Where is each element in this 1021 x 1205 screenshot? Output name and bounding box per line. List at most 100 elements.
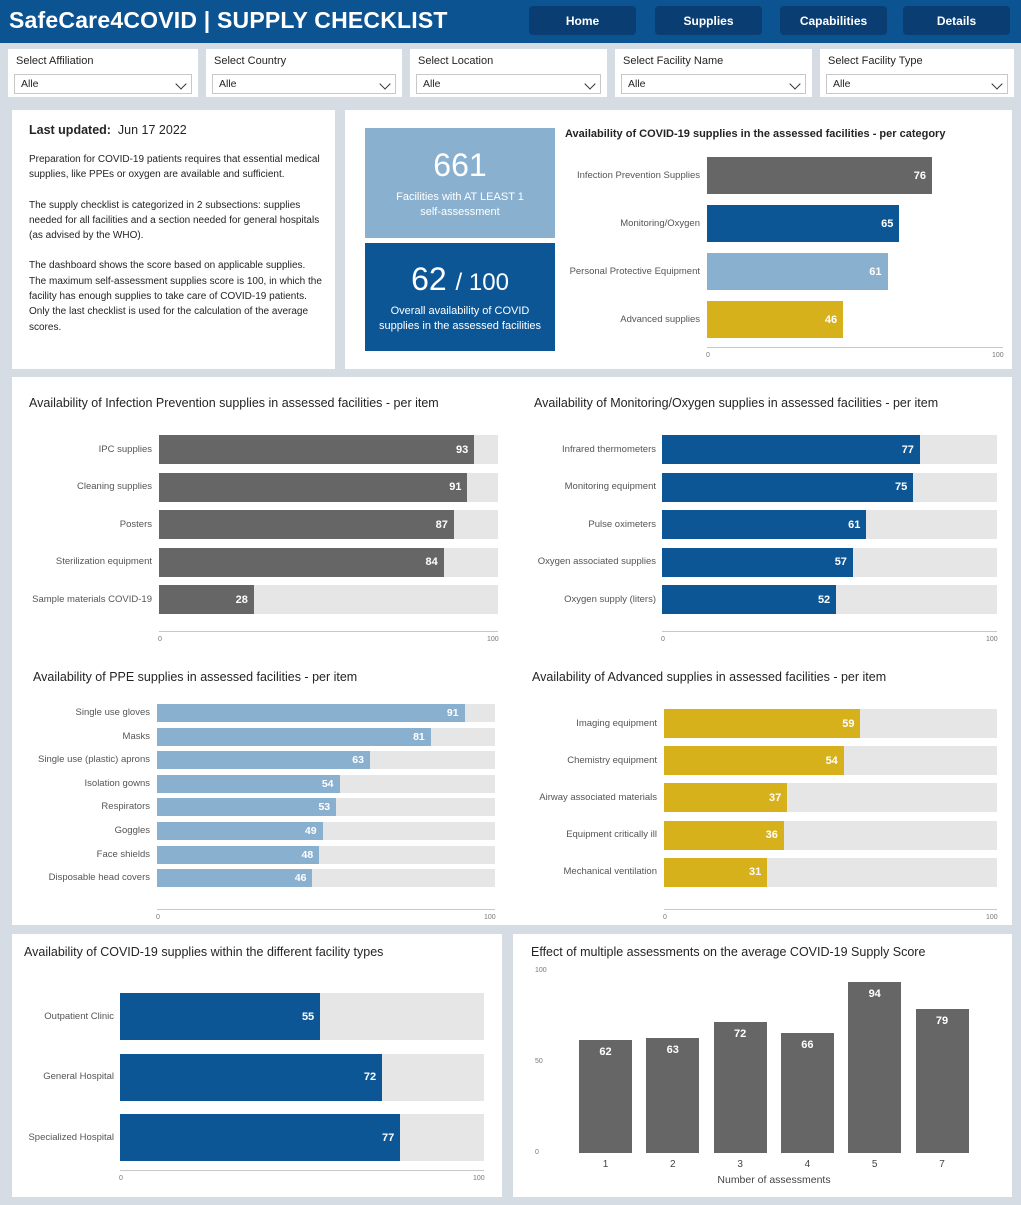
bar-value-label: 52 <box>817 593 831 606</box>
bar-value-label: 77 <box>901 443 914 456</box>
bar-value-label: 76 <box>913 169 926 182</box>
bar-value-label: 46 <box>824 313 838 326</box>
info-paragraph: The dashboard shows the score based on a… <box>29 260 322 333</box>
bar-value-label: 28 <box>235 593 248 606</box>
country-dropdown[interactable]: Alle <box>212 74 396 94</box>
bar: 77 <box>120 1114 401 1161</box>
y-tick-label: 100 <box>535 967 547 974</box>
x-axis <box>664 909 997 910</box>
facility-chart-title: Availability of COVID-19 supplies within… <box>24 945 384 959</box>
nav-capabilities-button[interactable]: Capabilities <box>780 6 887 35</box>
filter-label: Select Facility Type <box>828 55 923 67</box>
score-kpi-value: 62 / 100 <box>411 260 509 297</box>
bar-value-label: 54 <box>825 754 838 767</box>
bar-value-label: 72 <box>363 1071 377 1083</box>
facilities-kpi-label: Facilities with AT LEAST 1 self-assessme… <box>396 190 524 218</box>
bar: 46 <box>707 301 844 338</box>
bar-value-label: 66 <box>801 1038 814 1051</box>
bar: 61 <box>662 510 867 539</box>
nav-home-button[interactable]: Home <box>529 6 636 35</box>
x-tick-label: 100 <box>484 914 496 921</box>
filter-facility-type: Select Facility Type Alle <box>820 49 1014 97</box>
infection-chart: IPC supplies 93 Cleaning supplies 91 Posters… <box>12 377 512 647</box>
bar: 31 <box>664 857 768 887</box>
x-tick-label: 0 <box>119 1175 123 1182</box>
bar-track: 63 <box>157 751 495 770</box>
bar-category-label: Cleaning supplies <box>77 481 152 492</box>
bar-value-label: 94 <box>868 987 881 1000</box>
monitoring-chart-title: Availability of Monitoring/Oxygen suppli… <box>534 396 939 410</box>
bar: 72 <box>713 1021 767 1153</box>
bar: 55 <box>120 993 321 1040</box>
bar-value-label: 61 <box>848 518 861 531</box>
info-panel: Last updated: Jun 17 2022 Preparation fo… <box>12 110 335 369</box>
facility-name-dropdown[interactable]: Alle <box>621 74 806 94</box>
bar: 77 <box>662 435 920 464</box>
bar-track: 57 <box>662 547 997 577</box>
info-paragraph: The supply checklist is categorized in 2… <box>29 199 320 242</box>
affiliation-dropdown[interactable]: Alle <box>14 74 192 94</box>
bar: 62 <box>579 1040 632 1153</box>
bar: 81 <box>157 727 431 746</box>
x-tick-label: 2 <box>670 1159 676 1170</box>
bar-value-label: 54 <box>321 777 334 790</box>
bar: 37 <box>664 783 788 813</box>
x-axis <box>707 347 1003 348</box>
location-dropdown[interactable]: Alle <box>416 74 601 94</box>
bar: 84 <box>159 547 444 577</box>
bar-track: 37 <box>664 783 997 813</box>
bar-category-label: Equipment critically ill <box>566 829 657 841</box>
bar: 49 <box>157 822 323 840</box>
bar-track: 31 <box>664 857 997 887</box>
category-chart-title: Availability of COVID-19 supplies in the… <box>565 128 946 140</box>
bar-value-label: 53 <box>318 801 331 814</box>
x-tick-label: 0 <box>706 352 710 359</box>
bar: 91 <box>157 704 465 722</box>
facilities-kpi-value: 661 <box>433 146 487 183</box>
nav-supplies-button[interactable]: Supplies <box>655 6 762 35</box>
bar-category-label: Goggles <box>114 825 150 836</box>
x-tick-label: 100 <box>986 636 998 643</box>
x-tick-label: 100 <box>487 636 499 643</box>
x-tick-label: 100 <box>473 1175 485 1182</box>
bar-track: 65 <box>707 205 1003 242</box>
filter-facility-name: Select Facility Name Alle <box>615 49 812 97</box>
facility-type-dropdown[interactable]: Alle <box>826 74 1008 94</box>
bar-category-label: Infrared thermometers <box>562 443 656 455</box>
bar: 63 <box>646 1038 700 1153</box>
bar-value-label: 77 <box>382 1131 395 1144</box>
bar: 75 <box>662 472 914 502</box>
bar-value-label: 72 <box>733 1027 747 1040</box>
bar-value-label: 57 <box>834 556 847 568</box>
bar-category-label: Posters <box>119 518 152 530</box>
bar-value-label: 93 <box>456 443 469 456</box>
bar: 46 <box>157 869 313 888</box>
chevron-down-icon <box>789 78 801 90</box>
x-tick-label: 1 <box>602 1159 609 1170</box>
bar-track: 54 <box>157 774 495 793</box>
bar-value-label: 65 <box>881 217 894 230</box>
bar-track: 93 <box>159 435 498 464</box>
bar-value-label: 81 <box>413 730 425 743</box>
bar-category-label: Chemistry equipment <box>567 754 657 766</box>
filter-country: Select Country Alle <box>206 49 402 97</box>
bar: 76 <box>707 157 932 194</box>
bar-category-label: General Hospital <box>43 1071 114 1082</box>
x-tick-label: 7 <box>939 1159 945 1170</box>
bar: 79 <box>915 1009 969 1153</box>
bar-track: 48 <box>157 845 495 864</box>
score-kpi-label: Overall availability of COVID supplies i… <box>378 304 542 332</box>
nav-details-button[interactable]: Details <box>903 6 1010 35</box>
bar-track: 54 <box>664 746 997 776</box>
bar-track: 75 <box>662 472 997 502</box>
assessments-panel: Effect of multiple assessments on the av… <box>513 934 1012 1197</box>
bar-value-label: 62 <box>599 1046 612 1059</box>
info-text: Preparation for COVID-19 patients requir… <box>29 152 324 350</box>
assessments-chart: 0 50 100 62 1 63 2 72 3 66 4 94 5 79 7 <box>513 934 1012 1197</box>
bar-category-label: Single use (plastic) aprons <box>38 754 150 766</box>
bar-category-label: IPC supplies <box>98 443 152 455</box>
bar: 53 <box>157 798 337 817</box>
chevron-down-icon <box>379 78 391 90</box>
bar-track: 77 <box>662 435 997 464</box>
bar: 87 <box>159 510 454 539</box>
